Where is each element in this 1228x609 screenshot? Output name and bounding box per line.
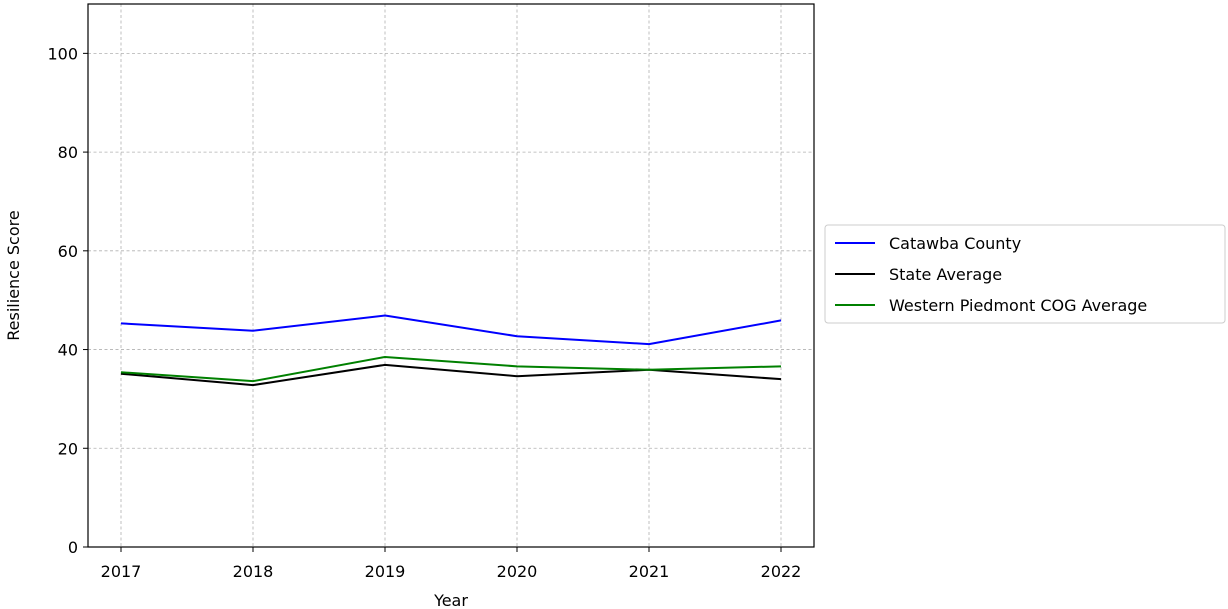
x-tick-label: 2018 [233, 562, 274, 581]
legend-label-state-average: State Average [889, 265, 1002, 284]
plot-area-frame [87, 3, 815, 548]
y-tick-label: 80 [58, 143, 78, 162]
y-tick-label: 100 [47, 44, 78, 63]
axis-ticks: 2017 2018 2019 2020 2021 2022 0 20 40 60 80 100 [47, 44, 801, 581]
series-line-state-average [120, 363, 782, 387]
legend-label-catawba-county: Catawba County [889, 234, 1021, 253]
series-line-western-piedmont-cog-average [120, 355, 782, 383]
y-tick-label: 40 [58, 341, 78, 360]
legend-label-western-piedmont-cog-average: Western Piedmont COG Average [889, 296, 1147, 315]
series-lines [120, 314, 782, 387]
x-tick-label: 2019 [365, 562, 406, 581]
x-axis-title: Year [433, 591, 468, 609]
legend-box [824, 224, 1226, 324]
legend: Catawba County State Average Western Piedm… [824, 224, 1226, 324]
x-tick-label: 2021 [629, 562, 670, 581]
y-axis-title: Resilience Score [4, 210, 23, 340]
x-tick-label: 2022 [761, 562, 802, 581]
y-tick-label: 20 [58, 439, 78, 458]
y-tick-label: 0 [68, 538, 78, 557]
series-line-catawba-county [120, 314, 782, 346]
y-tick-label: 60 [58, 242, 78, 261]
x-tick-label: 2017 [101, 562, 142, 581]
x-tick-label: 2020 [497, 562, 538, 581]
grid [88, 4, 814, 548]
